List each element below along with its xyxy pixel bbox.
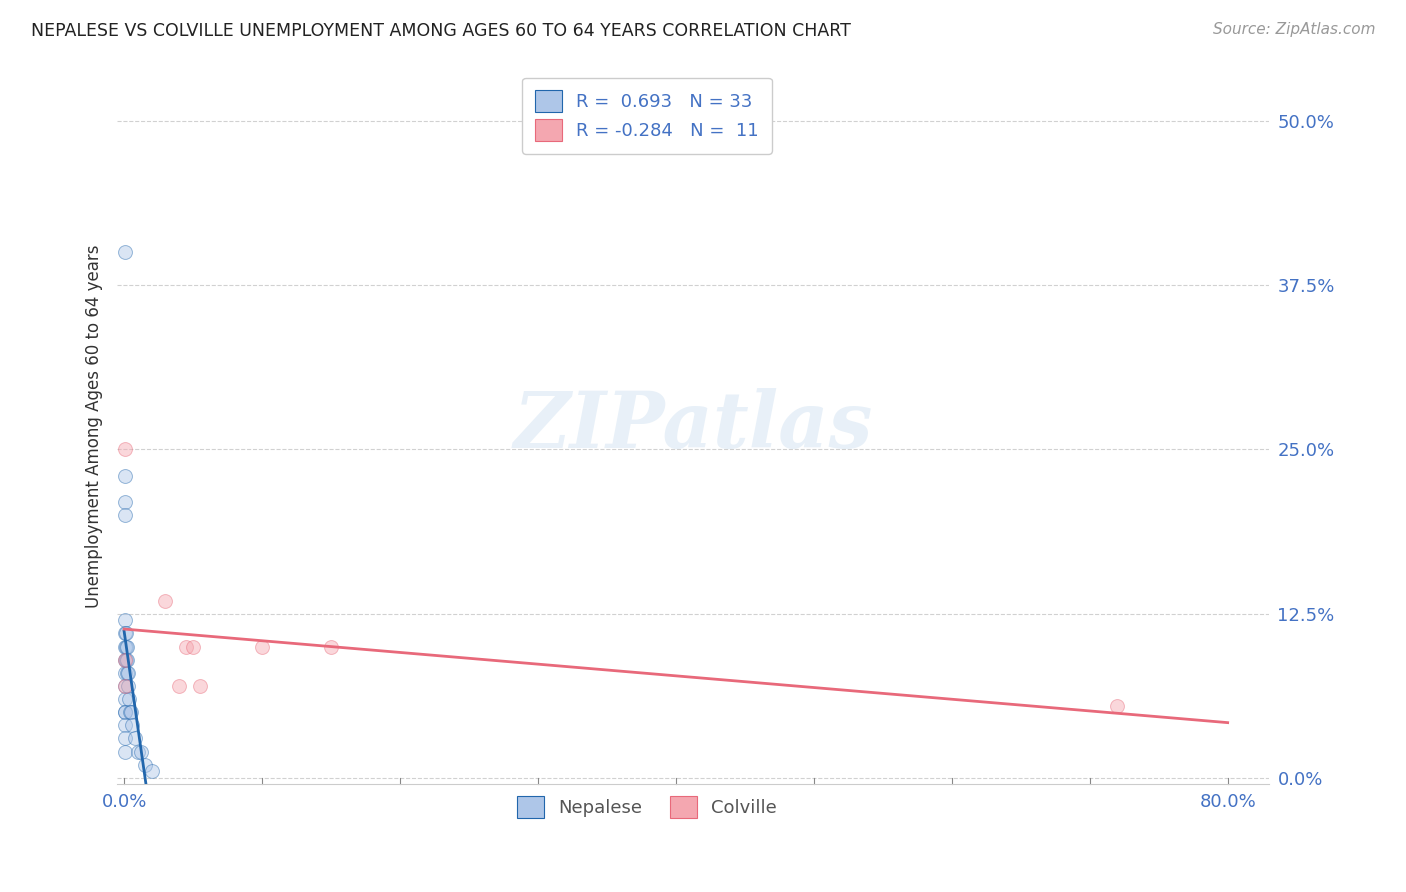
Point (114, 665, 136, 680)
Point (115, 665, 138, 680)
Point (114, 626, 136, 640)
Point (114, 626, 136, 640)
Y-axis label: Unemployment Among Ages 60 to 64 years: Unemployment Among Ages 60 to 64 years (86, 244, 103, 608)
Point (1107, 698, 1129, 713)
Point (114, 442, 136, 457)
Point (114, 245, 136, 260)
Point (114, 468, 136, 483)
Point (127, 745, 149, 759)
Point (118, 692, 141, 706)
Point (114, 731, 136, 746)
Point (121, 718, 143, 732)
Point (124, 731, 146, 746)
Point (129, 745, 152, 759)
Point (114, 705, 136, 719)
Point (181, 640, 204, 654)
Point (114, 745, 136, 759)
Point (114, 653, 136, 667)
Point (117, 679, 139, 693)
Text: NEPALESE VS COLVILLE UNEMPLOYMENT AMONG AGES 60 TO 64 YEARS CORRELATION CHART: NEPALESE VS COLVILLE UNEMPLOYMENT AMONG … (31, 22, 851, 40)
Point (169, 679, 191, 693)
Point (114, 692, 136, 706)
Point (114, 613, 136, 627)
Point (155, 593, 177, 607)
Point (117, 665, 139, 680)
Point (115, 653, 138, 667)
Point (250, 640, 273, 654)
Point (120, 705, 142, 719)
Point (134, 757, 156, 772)
Point (114, 679, 136, 693)
Text: ZIPatlas: ZIPatlas (513, 388, 873, 465)
Point (115, 653, 138, 667)
Point (114, 495, 136, 509)
Point (114, 718, 136, 732)
Point (319, 640, 342, 654)
Point (114, 508, 136, 523)
Point (115, 640, 138, 654)
Legend: Nepalese, Colville: Nepalese, Colville (510, 789, 785, 825)
Point (114, 705, 136, 719)
Point (114, 653, 136, 667)
Point (141, 764, 163, 779)
Point (174, 640, 197, 654)
Text: Source: ZipAtlas.com: Source: ZipAtlas.com (1212, 22, 1375, 37)
Point (114, 640, 136, 654)
Point (115, 640, 138, 654)
Point (118, 705, 141, 719)
Point (188, 679, 211, 693)
Point (114, 679, 136, 693)
